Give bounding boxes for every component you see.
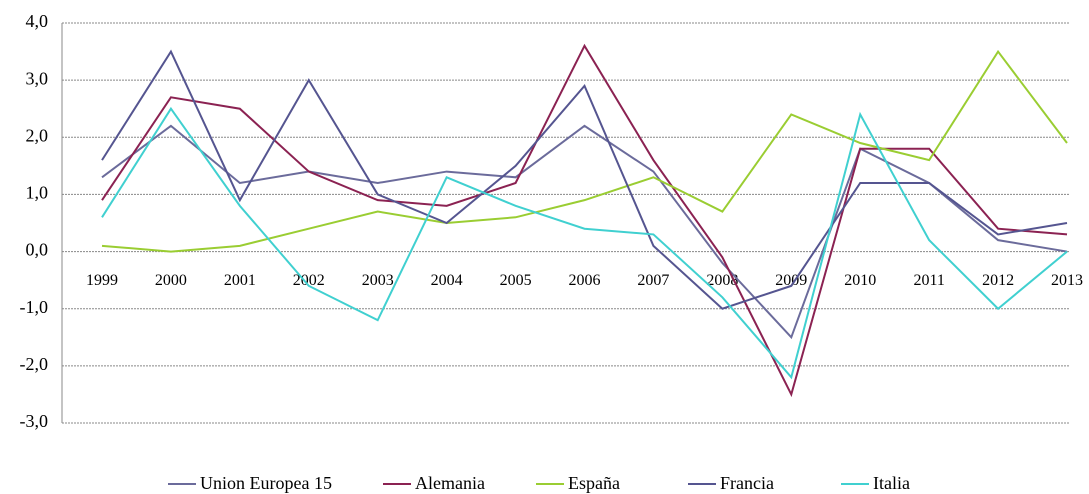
x-tick-label: 2009 (775, 272, 807, 289)
x-tick-label: 2005 (500, 272, 532, 289)
line (101, 49, 1068, 253)
legend-label: España (568, 473, 620, 493)
y-tick-label: -1,0 (20, 297, 49, 317)
legend-label: Francia (720, 473, 774, 493)
y-tick-label: 3,0 (26, 68, 49, 88)
x-tick-label: 2000 (155, 272, 187, 289)
x-tick-label: 1999 (86, 272, 118, 289)
x-tick-label: 2004 (431, 272, 463, 289)
x-tick-label: 2003 (362, 272, 394, 289)
line (101, 106, 1068, 380)
x-tick-label: 2008 (706, 272, 738, 289)
x-tick-label: 2007 (637, 272, 669, 289)
x-tick-label: 2001 (224, 272, 256, 289)
y-tick-label: -2,0 (20, 354, 49, 374)
legend-label: Italia (873, 473, 910, 493)
line (101, 124, 1068, 340)
line (101, 43, 1068, 398)
y-tick-label: 1,0 (26, 183, 49, 203)
legend-label: Alemania (415, 473, 485, 493)
x-tick-label: 2010 (844, 272, 876, 289)
x-tick-label: 2006 (569, 272, 601, 289)
legend-label: Union Europea 15 (200, 473, 332, 493)
y-tick-label: 0,0 (26, 240, 49, 260)
x-tick-label: 2011 (913, 272, 944, 289)
x-tick-label: 2012 (982, 272, 1014, 289)
y-tick-label: 4,0 (26, 11, 49, 31)
x-tick-label: 2013 (1051, 272, 1083, 289)
y-tick-label: 2,0 (26, 125, 49, 145)
line (101, 49, 1068, 310)
y-tick-label: -3,0 (20, 411, 49, 431)
